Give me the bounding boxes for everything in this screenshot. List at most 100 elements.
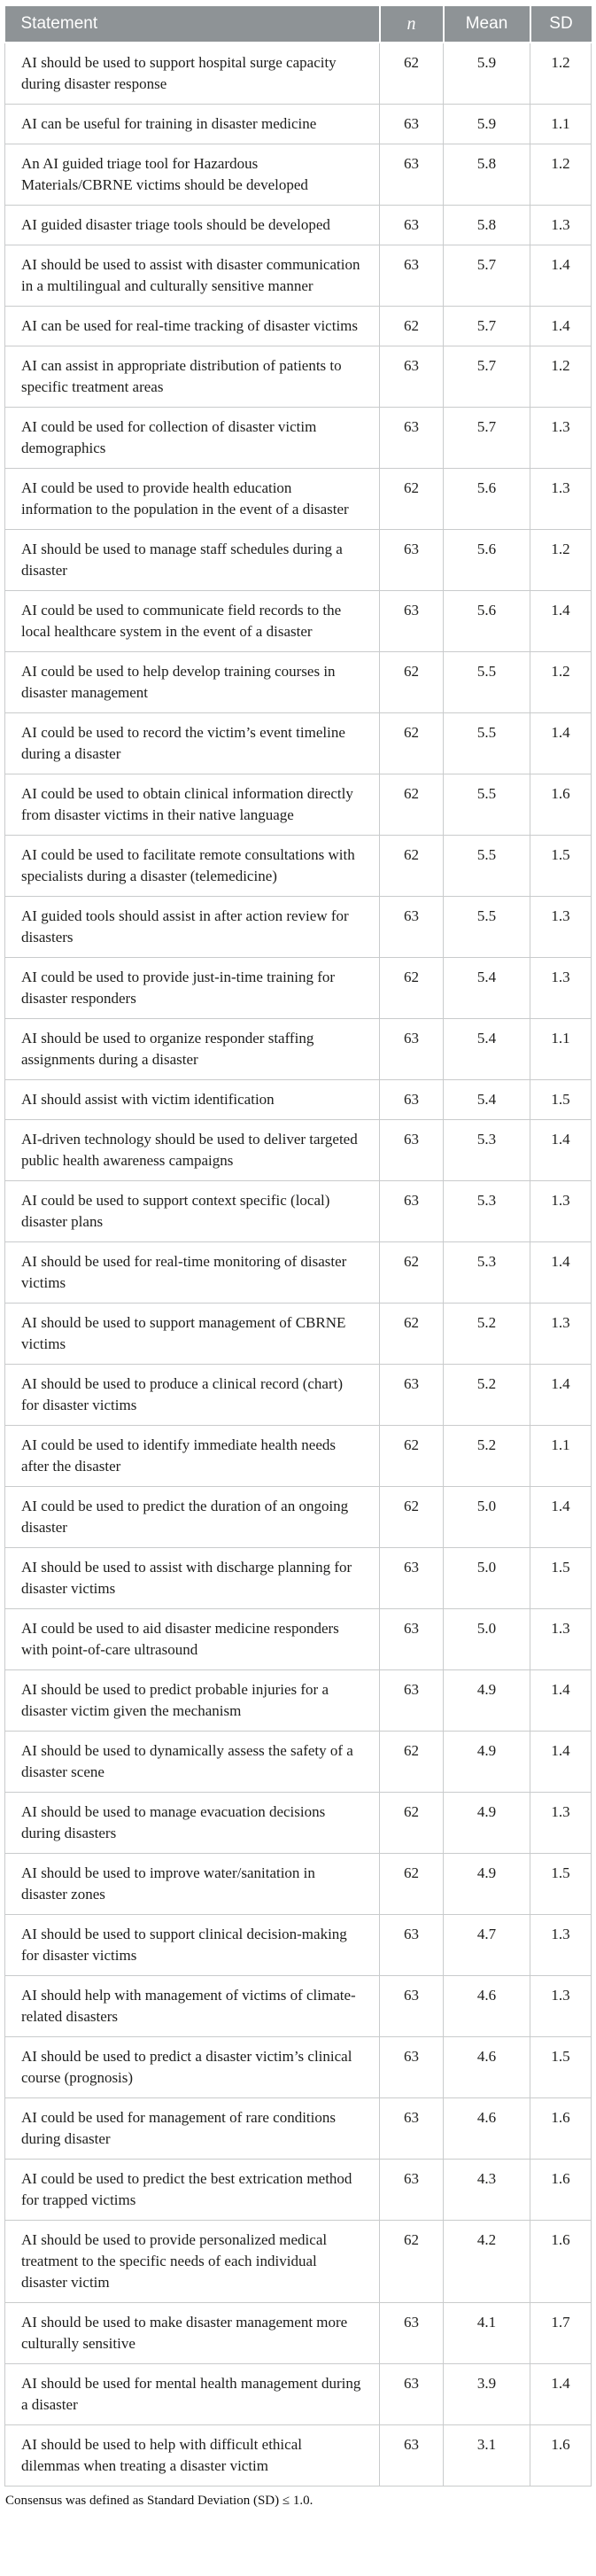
table-row: AI should be used to assist with disaste… bbox=[4, 245, 592, 307]
sd-cell: 1.5 bbox=[530, 1853, 592, 1915]
table-row: AI should be used to support management … bbox=[4, 1303, 592, 1365]
table-row: AI should be used for real-time monitori… bbox=[4, 1241, 592, 1304]
sd-cell: 1.5 bbox=[530, 1079, 592, 1120]
n-cell: 62 bbox=[379, 1792, 444, 1854]
statement-cell: AI guided tools should assist in after a… bbox=[4, 896, 380, 958]
n-cell: 63 bbox=[379, 1364, 444, 1426]
sd-cell: 1.4 bbox=[530, 2363, 592, 2425]
mean-cell: 5.6 bbox=[443, 590, 530, 652]
n-cell: 62 bbox=[379, 1853, 444, 1915]
sd-cell: 1.6 bbox=[530, 774, 592, 836]
sd-cell: 1.4 bbox=[530, 1119, 592, 1181]
column-header-n: n bbox=[378, 6, 444, 43]
sd-cell: 1.5 bbox=[530, 2036, 592, 2098]
table-row: AI could be used to predict the best ext… bbox=[4, 2159, 592, 2221]
table-row: AI should be used to produce a clinical … bbox=[4, 1364, 592, 1426]
sd-cell: 1.6 bbox=[530, 2159, 592, 2221]
sd-cell: 1.4 bbox=[530, 1364, 592, 1426]
sd-cell: 1.2 bbox=[530, 529, 592, 591]
sd-cell: 1.4 bbox=[530, 1241, 592, 1304]
statement-cell: AI should help with management of victim… bbox=[4, 1975, 380, 2037]
statement-cell: An AI guided triage tool for Hazardous M… bbox=[4, 144, 380, 206]
sd-cell: 1.1 bbox=[530, 1425, 592, 1487]
sd-cell: 1.3 bbox=[530, 407, 592, 469]
mean-cell: 3.1 bbox=[443, 2424, 530, 2487]
n-cell: 63 bbox=[379, 104, 444, 144]
mean-cell: 5.4 bbox=[443, 1018, 530, 1080]
table-row: AI could be used to communicate field re… bbox=[4, 590, 592, 652]
n-cell: 63 bbox=[379, 590, 444, 652]
mean-cell: 4.7 bbox=[443, 1914, 530, 1976]
survey-statements-table: Statement n Mean SD AI should be used to… bbox=[4, 6, 592, 2487]
sd-cell: 1.3 bbox=[530, 957, 592, 1019]
sd-cell: 1.3 bbox=[530, 1608, 592, 1670]
mean-cell: 4.9 bbox=[443, 1853, 530, 1915]
sd-cell: 1.3 bbox=[530, 1792, 592, 1854]
n-cell: 62 bbox=[379, 957, 444, 1019]
mean-cell: 4.2 bbox=[443, 2220, 530, 2303]
column-header-mean: Mean bbox=[442, 6, 530, 43]
table-row: AI should be used to support hospital su… bbox=[4, 42, 592, 105]
sd-cell: 1.1 bbox=[530, 1018, 592, 1080]
table-header-row: Statement n Mean SD bbox=[4, 6, 592, 43]
statement-cell: AI should be used to assist with dischar… bbox=[4, 1547, 380, 1609]
mean-cell: 5.3 bbox=[443, 1241, 530, 1304]
table-row: AI could be used to help develop trainin… bbox=[4, 651, 592, 713]
mean-cell: 5.7 bbox=[443, 346, 530, 408]
table-row: AI should be used to provide personalize… bbox=[4, 2220, 592, 2303]
statement-cell: AI should be used to provide personalize… bbox=[4, 2220, 380, 2303]
sd-cell: 1.3 bbox=[530, 1975, 592, 2037]
mean-cell: 5.5 bbox=[443, 774, 530, 836]
n-cell: 63 bbox=[379, 1608, 444, 1670]
statement-cell: AI-driven technology should be used to d… bbox=[4, 1119, 380, 1181]
statement-cell: AI could be used to support context spec… bbox=[4, 1180, 380, 1242]
statement-cell: AI should assist with victim identificat… bbox=[4, 1079, 380, 1120]
sd-cell: 1.3 bbox=[530, 1180, 592, 1242]
statement-cell: AI should be used to support clinical de… bbox=[4, 1914, 380, 1976]
statement-cell: AI should be used to make disaster manag… bbox=[4, 2302, 380, 2364]
table-row: AI guided disaster triage tools should b… bbox=[4, 205, 592, 245]
statement-cell: AI should be used for real-time monitori… bbox=[4, 1241, 380, 1304]
n-cell: 62 bbox=[379, 1303, 444, 1365]
statement-cell: AI should be used to improve water/sanit… bbox=[4, 1853, 380, 1915]
column-header-statement: Statement bbox=[4, 6, 380, 43]
sd-cell: 1.5 bbox=[530, 835, 592, 897]
statement-cell: AI could be used to facilitate remote co… bbox=[4, 835, 380, 897]
statement-cell: AI should be used to predict a disaster … bbox=[4, 2036, 380, 2098]
n-cell: 63 bbox=[379, 2036, 444, 2098]
mean-cell: 5.2 bbox=[443, 1425, 530, 1487]
sd-cell: 1.3 bbox=[530, 1303, 592, 1365]
sd-cell: 1.2 bbox=[530, 651, 592, 713]
mean-cell: 5.2 bbox=[443, 1303, 530, 1365]
sd-cell: 1.4 bbox=[530, 245, 592, 307]
statement-cell: AI could be used to predict the duration… bbox=[4, 1486, 380, 1548]
statement-cell: AI could be used for collection of disas… bbox=[4, 407, 380, 469]
table-row: AI could be used to provide just-in-time… bbox=[4, 957, 592, 1019]
table-row: AI should be used to make disaster manag… bbox=[4, 2302, 592, 2364]
mean-cell: 5.3 bbox=[443, 1119, 530, 1181]
n-cell: 63 bbox=[379, 1547, 444, 1609]
table-row: AI should be used to manage evacuation d… bbox=[4, 1792, 592, 1854]
statement-cell: AI should be used to support hospital su… bbox=[4, 42, 380, 105]
table-row: AI should be used to predict probable in… bbox=[4, 1669, 592, 1732]
statement-cell: AI should be used to manage staff schedu… bbox=[4, 529, 380, 591]
table-row: AI could be used to identify immediate h… bbox=[4, 1425, 592, 1487]
n-cell: 62 bbox=[379, 1731, 444, 1793]
sd-cell: 1.2 bbox=[530, 144, 592, 206]
statement-cell: AI should be used to organize responder … bbox=[4, 1018, 380, 1080]
mean-cell: 3.9 bbox=[443, 2363, 530, 2425]
statement-cell: AI could be used to identify immediate h… bbox=[4, 1425, 380, 1487]
column-header-sd: SD bbox=[529, 6, 592, 43]
statement-cell: AI could be used for management of rare … bbox=[4, 2097, 380, 2160]
n-cell: 62 bbox=[379, 651, 444, 713]
sd-cell: 1.3 bbox=[530, 468, 592, 530]
statement-cell: AI should be used to dynamically assess … bbox=[4, 1731, 380, 1793]
n-cell: 63 bbox=[379, 1079, 444, 1120]
statement-cell: AI could be used to communicate field re… bbox=[4, 590, 380, 652]
mean-cell: 5.9 bbox=[443, 42, 530, 105]
mean-cell: 5.2 bbox=[443, 1364, 530, 1426]
statement-cell: AI should be used to predict probable in… bbox=[4, 1669, 380, 1732]
survey-statements-table-page: Statement n Mean SD AI should be used to… bbox=[4, 6, 592, 2508]
table-row: AI could be used to facilitate remote co… bbox=[4, 835, 592, 897]
mean-cell: 4.9 bbox=[443, 1731, 530, 1793]
